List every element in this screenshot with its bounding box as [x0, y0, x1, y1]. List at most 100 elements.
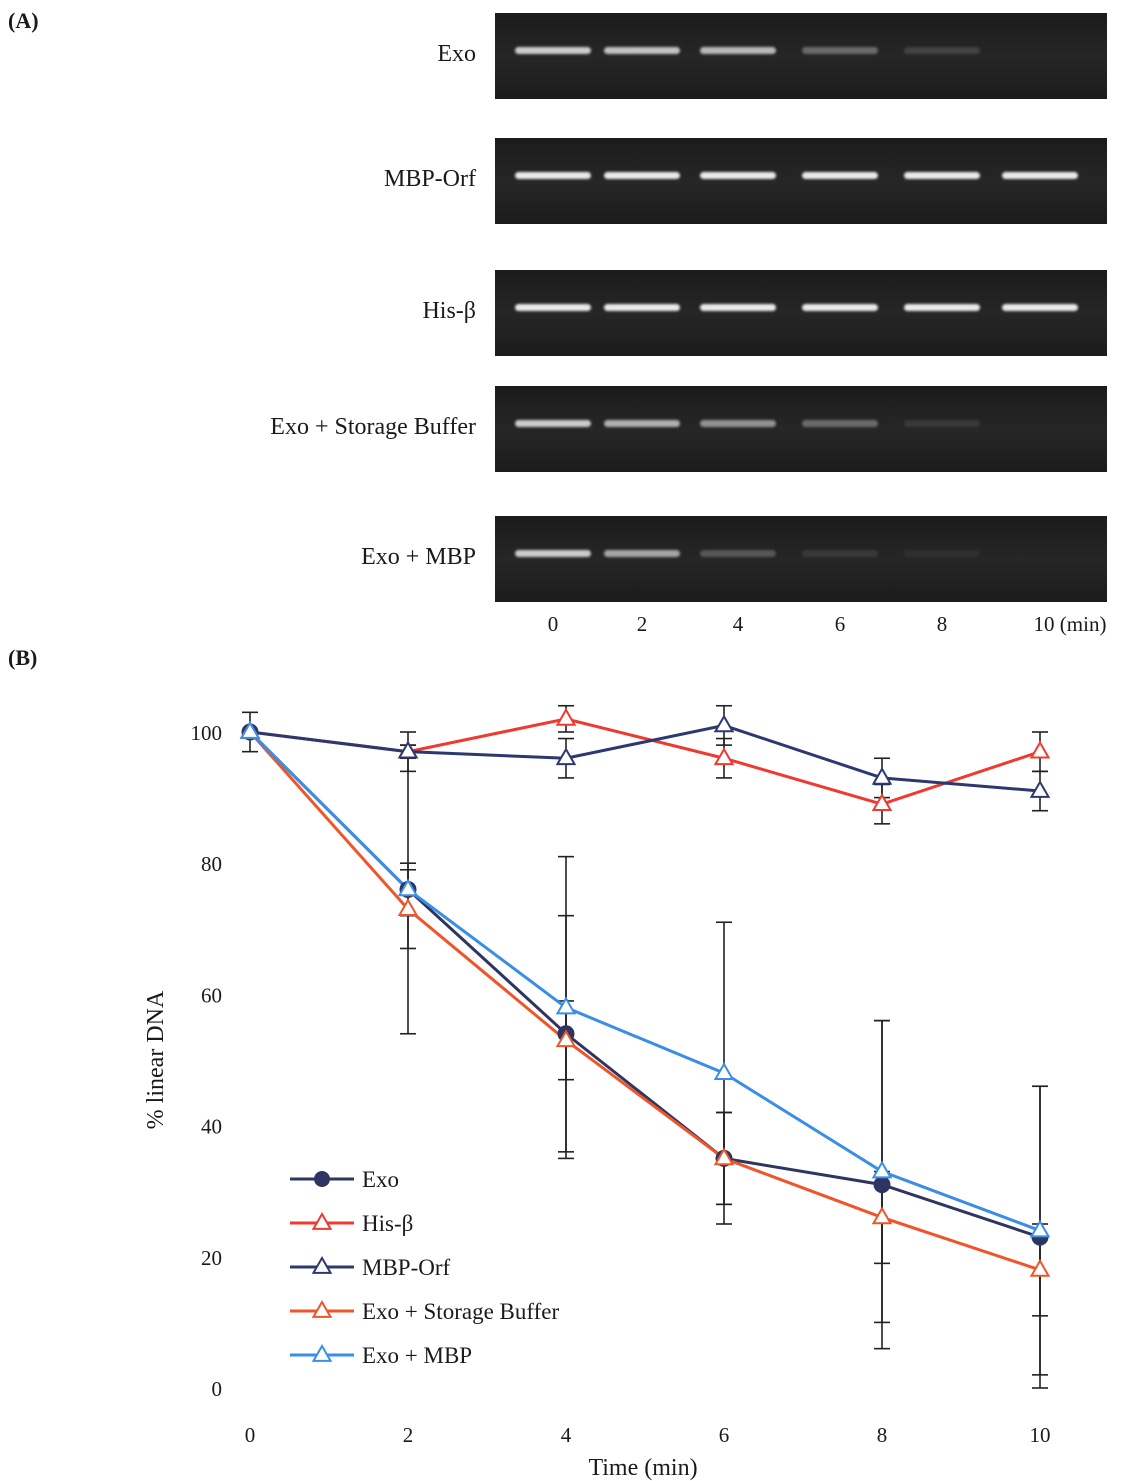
data-point [555, 707, 577, 726]
y-tick-label: 80 [201, 852, 222, 876]
x-tick-label: 6 [719, 1423, 730, 1447]
gel-band [604, 172, 680, 179]
legend-marker [314, 1171, 330, 1187]
data-point [555, 1029, 577, 1048]
chart-legend: Exo His-β MBP-Orf Exo + Storage Buffer Exo +… [290, 1167, 559, 1368]
gel-image [495, 516, 1107, 602]
series-line [248, 730, 1041, 1239]
gel-band [604, 550, 680, 557]
gel-band [515, 47, 591, 54]
series-line [249, 723, 1041, 793]
legend-marker [311, 1255, 333, 1274]
legend-label: Exo [362, 1167, 399, 1192]
gel-band [802, 47, 878, 54]
gel-image [495, 270, 1107, 356]
gel-band [1002, 172, 1078, 179]
series-line [248, 730, 1041, 1232]
data-point [397, 740, 419, 759]
gel-label: Exo + Storage Buffer [270, 414, 476, 440]
gel-band [700, 47, 776, 54]
gel-image [495, 13, 1107, 99]
legend-label: Exo + MBP [362, 1343, 472, 1368]
gel-band [904, 47, 980, 54]
x-axis-label: Time (min) [588, 1455, 697, 1481]
gel-band [515, 172, 591, 179]
y-tick-label: 20 [201, 1246, 222, 1270]
gel-label: Exo [437, 41, 476, 67]
data-point [871, 793, 893, 812]
data-point [397, 898, 419, 916]
data-point [871, 1160, 893, 1179]
gel-band [700, 172, 776, 179]
legend-marker [311, 1299, 333, 1318]
x-tick-label: 10 [1030, 1423, 1051, 1447]
data-point [713, 1062, 735, 1080]
data-point [555, 747, 577, 766]
y-tick-label: 60 [201, 983, 222, 1007]
data-point [871, 766, 893, 785]
lane-label: 4 [732, 612, 744, 636]
gel-band [515, 550, 591, 557]
data-point [1029, 1219, 1051, 1238]
data-point [713, 1147, 735, 1166]
gel-label: Exo + MBP [361, 544, 476, 570]
panel-a-label: (A) [8, 8, 39, 33]
series-line [249, 717, 1041, 806]
data-point [1029, 1258, 1051, 1277]
series-markers [239, 707, 1051, 1277]
y-tick-label: 100 [191, 721, 223, 745]
data-point [1029, 780, 1051, 798]
chart-axes: 0 20 40 60 80 100 0 2 4 6 8 10 [191, 721, 1051, 1447]
data-point [1029, 740, 1051, 759]
gel-label: MBP-Orf [383, 166, 476, 192]
x-tick-label: 4 [561, 1423, 572, 1447]
lane-label: 0 [547, 612, 559, 636]
gel-band [904, 304, 980, 311]
line-chart: 0 20 40 60 80 100 0 2 4 6 8 10 % linear DNA Time (m… [143, 704, 1051, 1481]
gel-band [700, 304, 776, 311]
legend-label: Exo + Storage Buffer [362, 1299, 559, 1324]
data-point [713, 747, 735, 766]
lane-label: 8 [936, 612, 948, 636]
legend-marker [311, 1211, 333, 1230]
series-line [248, 731, 1041, 1272]
gel-band [904, 550, 980, 557]
data-point [713, 714, 735, 733]
gel-band [904, 420, 980, 427]
gel-band [802, 420, 878, 427]
y-tick-label: 40 [201, 1115, 222, 1139]
gel-band [604, 420, 680, 427]
gel-band [1002, 304, 1078, 311]
gel-band [515, 304, 591, 311]
gel-label: His-β [422, 298, 476, 324]
error-bars [242, 704, 1048, 1389]
gel-band [904, 172, 980, 179]
gel-band [700, 550, 776, 557]
gel-band [700, 420, 776, 427]
gel-image [495, 386, 1107, 472]
legend-marker [311, 1343, 333, 1362]
lane-label: 6 [834, 612, 846, 636]
data-point [871, 1206, 893, 1225]
lane-label: 2 [636, 612, 648, 636]
data-point [397, 878, 419, 897]
gel-band [604, 47, 680, 54]
y-axis-label: % linear DNA [143, 990, 169, 1129]
gel-band [802, 304, 878, 311]
gel-band [802, 550, 878, 557]
series-lines [248, 717, 1041, 1272]
x-tick-label: 0 [245, 1423, 256, 1447]
gel-band [802, 172, 878, 179]
y-tick-label: 0 [212, 1377, 223, 1401]
legend-label: MBP-Orf [362, 1255, 451, 1280]
data-point [555, 996, 577, 1015]
data-point [239, 720, 261, 739]
x-tick-label: 2 [403, 1423, 414, 1447]
gel-band [515, 420, 591, 427]
lane-label: 10 (min) [1033, 612, 1107, 636]
gel-image [495, 138, 1107, 224]
panel-b-label: (B) [8, 645, 38, 670]
gel-band [604, 304, 680, 311]
data-point [873, 1176, 891, 1194]
legend-label: His-β [362, 1211, 413, 1236]
